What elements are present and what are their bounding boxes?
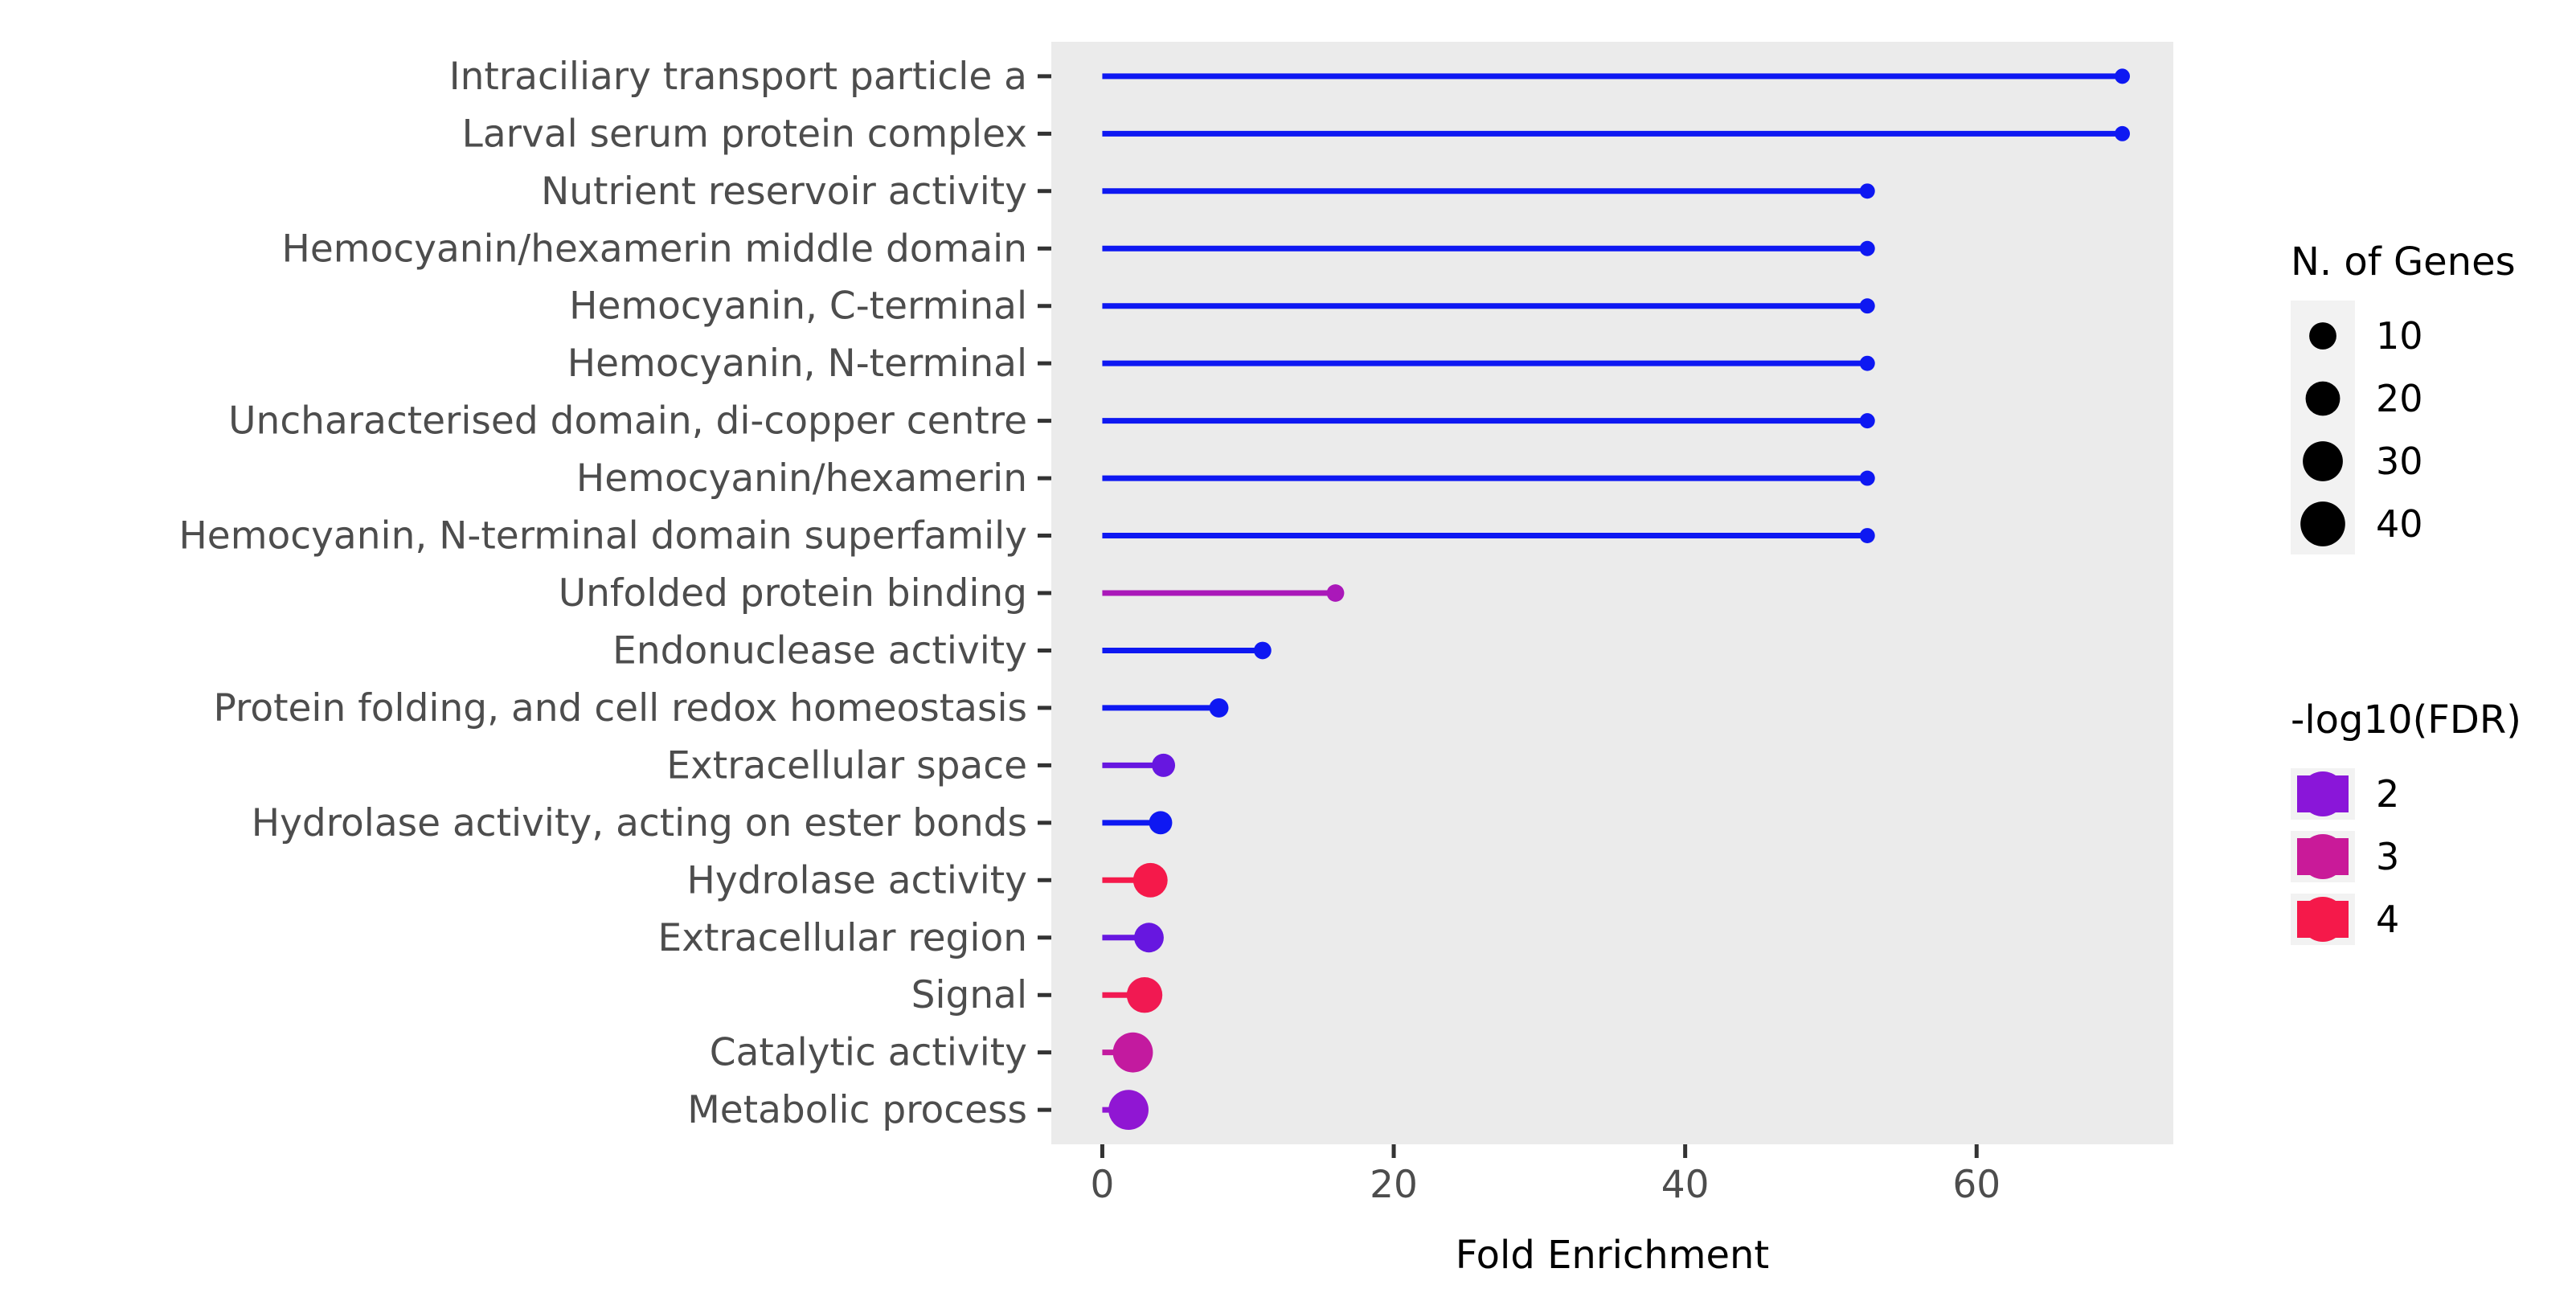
lollipop-dot: [2115, 68, 2130, 84]
legend-gene-count-dot: [2303, 441, 2343, 481]
category-label: Uncharacterised domain, di-copper centre: [228, 399, 1027, 444]
x-tick-label: 20: [1370, 1163, 1418, 1207]
legend-fdr-title: -log10(FDR): [2291, 698, 2521, 743]
legend-fdr: -log10(FDR) 2 3 4: [2291, 698, 2521, 945]
legend-gene-count-label: 20: [2376, 377, 2423, 420]
lollipop-dot: [1126, 977, 1163, 1013]
category-label: Extracellular space: [666, 743, 1027, 788]
legend-fdr-label: 2: [2376, 772, 2399, 816]
lollipop-dot: [1209, 698, 1229, 718]
legend-gene-count-label: 30: [2376, 440, 2423, 483]
lollipop-dot: [1859, 183, 1875, 199]
lollipop-dot: [2115, 125, 2130, 141]
lollipop-dot: [1108, 1090, 1149, 1131]
lollipop-dot: [1134, 923, 1164, 953]
lollipop-dot: [1254, 641, 1272, 660]
lollipop-dot: [1859, 528, 1875, 543]
x-axis-labels: 0 20 40 60: [1091, 1163, 2001, 1207]
category-label: Hemocyanin/hexamerin middle domain: [282, 227, 1027, 271]
lollipop-dot: [1859, 413, 1875, 429]
category-label: Protein folding, and cell redox homeosta…: [214, 686, 1027, 730]
y-axis-ticks: [1038, 74, 1051, 1112]
category-label: Hydrolase activity, acting on ester bond…: [252, 801, 1027, 845]
lollipop-dot: [1859, 470, 1875, 486]
category-label: Hemocyanin, N-terminal domain superfamil…: [178, 514, 1027, 558]
category-label: Nutrient reservoir activity: [541, 170, 1027, 214]
legend-fdr-swatch-dot: [2300, 834, 2345, 879]
lollipop-dot: [1112, 1032, 1153, 1073]
category-label: Hemocyanin/hexamerin: [576, 456, 1027, 501]
legend-gene-count-label: 10: [2376, 314, 2423, 358]
x-axis-ticks: [1100, 1144, 1979, 1158]
lollipop-dot: [1326, 584, 1345, 602]
category-label: Endonuclease activity: [612, 628, 1027, 673]
x-tick-label: 0: [1091, 1163, 1115, 1207]
x-axis-title: Fold Enrichment: [1456, 1233, 1770, 1278]
category-label: Hydrolase activity: [687, 858, 1027, 902]
category-label: Metabolic process: [687, 1088, 1027, 1132]
legend-gene-count-title: N. of Genes: [2291, 239, 2516, 284]
category-label: Extracellular region: [658, 916, 1028, 960]
lollipop-dot: [1149, 811, 1173, 835]
legend-fdr-label: 3: [2376, 835, 2399, 878]
category-label: Hemocyanin, N-terminal: [567, 342, 1027, 386]
legend-fdr-swatch-dot: [2300, 897, 2345, 942]
category-label: Catalytic activity: [710, 1031, 1027, 1075]
legend-gene-count: N. of Genes 10 20 30 40: [2291, 239, 2516, 554]
y-axis-labels: Intraciliary transport particle a Larval …: [178, 55, 1027, 1132]
category-label: Hemocyanin, C-terminal: [569, 284, 1027, 329]
category-label: Intraciliary transport particle a: [449, 55, 1027, 99]
x-tick-label: 40: [1661, 1163, 1710, 1207]
legend-fdr-swatch-dot: [2300, 771, 2345, 816]
legend-gene-count-dot: [2305, 381, 2341, 416]
category-label: Unfolded protein binding: [559, 571, 1027, 616]
lollipop-dot: [1152, 753, 1176, 777]
legend-gene-count-dot: [2300, 501, 2345, 546]
legend-fdr-label: 4: [2376, 898, 2399, 941]
lollipop-dots: [1108, 68, 2130, 1131]
lollipop-dot: [1132, 862, 1168, 898]
lollipop-dot: [1859, 298, 1875, 314]
lollipop-dot: [1859, 240, 1875, 256]
legend-gene-count-dot: [2309, 322, 2336, 350]
category-label: Signal: [911, 973, 1027, 1017]
category-label: Larval serum protein complex: [462, 112, 1027, 156]
lollipop-dot: [1859, 355, 1875, 371]
legend-gene-count-label: 40: [2376, 502, 2423, 546]
x-tick-label: 60: [1952, 1163, 2001, 1207]
